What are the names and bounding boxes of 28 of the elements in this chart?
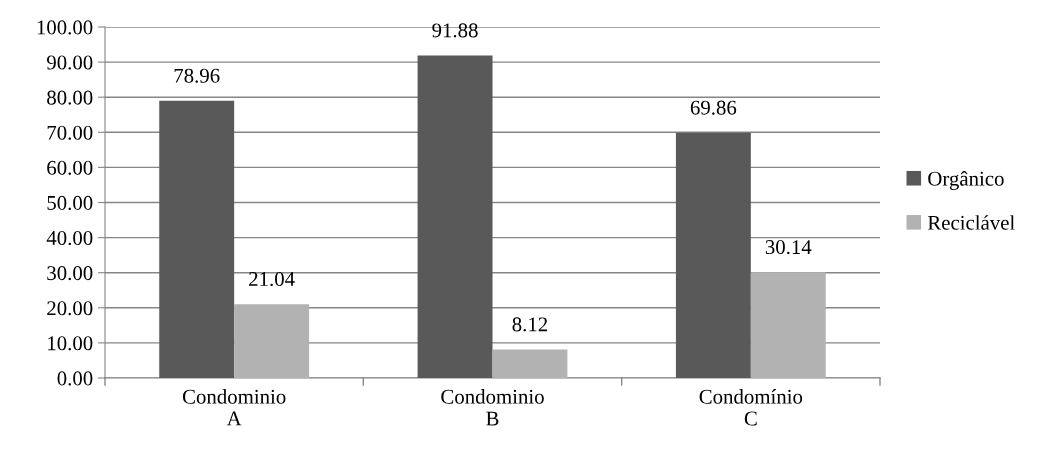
data-label: 8.12 [512, 317, 548, 332]
y-tick-label: 70.00 [47, 125, 93, 140]
x-tick-label: Condomínio C [699, 389, 803, 426]
y-tick-label: 60.00 [47, 160, 93, 175]
y-tick-label: 100.00 [37, 20, 93, 35]
data-label: 21.04 [249, 271, 295, 287]
data-label: 30.14 [765, 240, 812, 255]
legend-label: Reciclável [927, 215, 1015, 230]
bar [417, 55, 493, 378]
y-tick-label: 0.00 [57, 371, 93, 386]
y-tick-label: 90.00 [46, 55, 93, 70]
y-tick-label: 30.00 [47, 266, 93, 281]
data-label: 78.96 [174, 68, 220, 83]
y-tick-label: 50.00 [47, 195, 93, 211]
y-tick-label: 10.00 [48, 336, 93, 351]
data-label: 91.88 [432, 23, 478, 38]
y-tick-label: 20.00 [47, 301, 93, 316]
data-label: 69.86 [690, 100, 737, 115]
bar [675, 132, 751, 378]
y-tick-label: 40.00 [46, 230, 93, 246]
bar [234, 304, 310, 378]
bar [159, 100, 235, 378]
legend-label: Orgânico [928, 171, 1004, 191]
bar [750, 272, 826, 378]
bar [492, 349, 568, 378]
y-tick-label: 80.00 [47, 90, 93, 105]
x-tick-label: Condominio B [441, 389, 544, 426]
x-tick-label: Condominio A [182, 389, 286, 426]
